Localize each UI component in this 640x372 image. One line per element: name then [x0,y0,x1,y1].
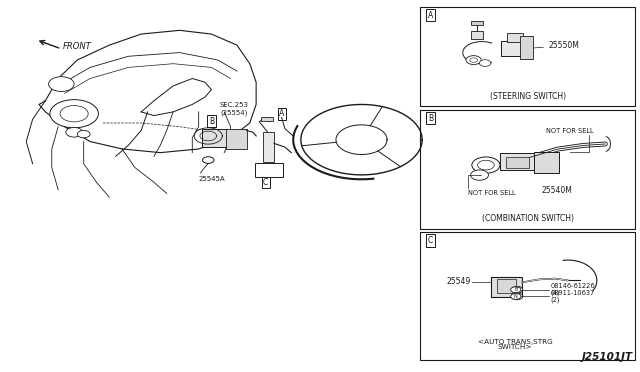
Text: (COMBINATION SWITCH): (COMBINATION SWITCH) [482,214,574,223]
Circle shape [479,60,491,66]
Bar [471,31,483,39]
Bar [534,152,559,173]
Bar [261,117,273,121]
Text: SWITCH>: SWITCH> [498,344,532,350]
Circle shape [470,58,477,62]
Text: 25540M: 25540M [541,186,572,195]
Circle shape [477,160,494,170]
Circle shape [470,170,488,180]
Circle shape [511,287,521,293]
Bar [501,41,530,56]
Text: (STEERING SWITCH): (STEERING SWITCH) [490,92,566,101]
Text: B: B [514,287,518,292]
Text: 25545A: 25545A [198,176,225,182]
Text: NOT FOR SELL: NOT FOR SELL [468,190,516,196]
Text: FRONT: FRONT [63,42,92,51]
Bar [420,110,636,229]
Circle shape [202,157,214,163]
Circle shape [511,294,521,299]
Circle shape [50,100,99,128]
Circle shape [472,157,500,173]
Circle shape [466,56,481,65]
Bar [420,7,636,106]
Bar [471,21,483,25]
Circle shape [66,128,83,137]
Circle shape [511,293,523,300]
Bar [497,279,516,293]
Circle shape [60,106,88,122]
Bar [420,232,636,360]
Text: NOT FOR SELL: NOT FOR SELL [547,128,594,134]
Text: B: B [428,114,433,123]
Bar [500,153,535,170]
Text: 08146-61226
(4): 08146-61226 (4) [550,283,595,296]
Bar [492,277,522,297]
Circle shape [49,77,74,92]
Bar [262,132,274,162]
Bar [506,157,529,168]
Text: B: B [209,117,214,126]
Circle shape [77,131,90,138]
Text: A: A [428,11,433,20]
Bar [508,33,524,42]
Text: 08911-10637
(2): 08911-10637 (2) [550,290,595,303]
Circle shape [511,286,523,293]
Text: 25549: 25549 [447,277,471,286]
Text: C: C [428,236,433,245]
Text: N: N [514,294,518,299]
Text: SEC.253
(25554): SEC.253 (25554) [220,102,248,116]
Text: <AUTO TRANS,STRG: <AUTO TRANS,STRG [477,339,552,344]
Bar [202,129,227,147]
Text: A: A [279,109,284,118]
Bar [520,36,533,60]
Text: J25101JT: J25101JT [582,352,633,362]
Text: 25550M: 25550M [532,41,580,50]
Bar [226,129,246,149]
Bar [255,163,283,177]
Text: C: C [263,178,268,187]
